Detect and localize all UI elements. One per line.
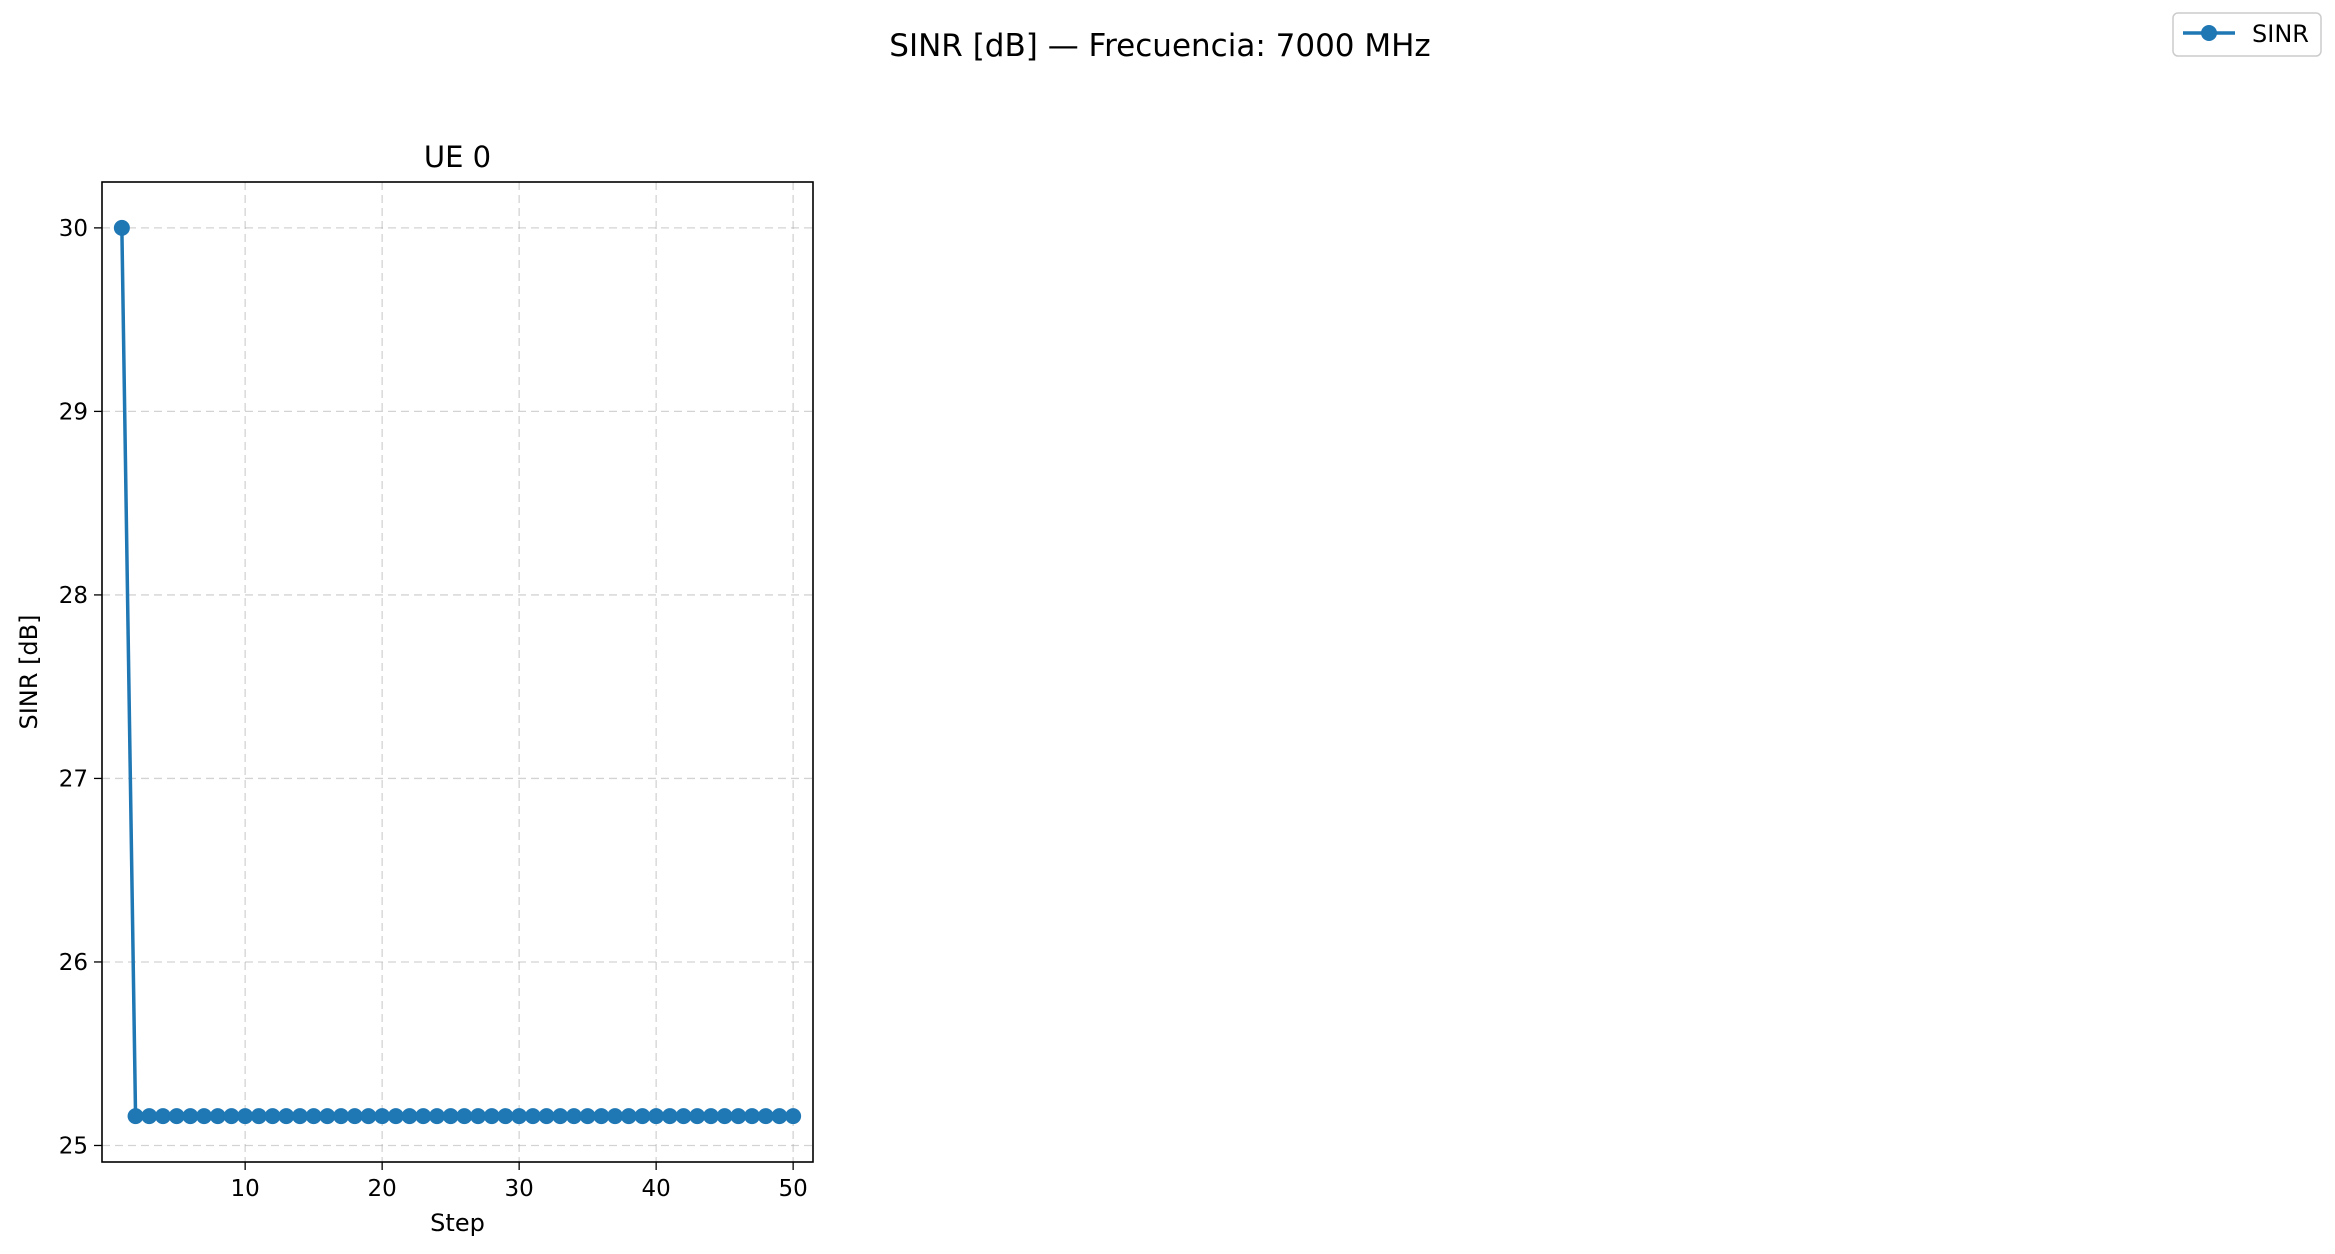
y-tick-label: 29 (59, 399, 88, 425)
data-point (511, 1108, 528, 1125)
data-point (168, 1108, 185, 1125)
axes-frame (101, 181, 814, 1163)
data-point (524, 1108, 541, 1125)
x-tick-label: 10 (231, 1176, 260, 1202)
data-point (607, 1108, 624, 1125)
data-point (470, 1108, 487, 1125)
data-point (154, 1108, 171, 1125)
data-point (757, 1108, 774, 1125)
y-tick-label: 27 (59, 766, 88, 792)
data-point (620, 1108, 637, 1125)
grid (102, 182, 813, 1162)
x-tick-label: 40 (642, 1176, 671, 1202)
figure-title: SINR [dB] — Frecuencia: 7000 MHz (889, 28, 1430, 64)
legend-marker-sinr (2201, 25, 2217, 41)
data-point (538, 1108, 555, 1125)
data-point (196, 1108, 213, 1125)
data-point (634, 1108, 651, 1125)
data-point (716, 1108, 733, 1125)
data-point (374, 1108, 391, 1125)
data-point (305, 1108, 322, 1125)
x-tick-label: 20 (368, 1176, 397, 1202)
data-point (456, 1108, 473, 1125)
data-point (744, 1108, 761, 1125)
data-point (689, 1108, 706, 1125)
y-tick-label: 25 (59, 1133, 88, 1159)
data-point (333, 1108, 350, 1125)
legend: SINR (2172, 12, 2322, 57)
data-point (730, 1108, 747, 1125)
data-point (675, 1108, 692, 1125)
data-point (319, 1108, 336, 1125)
ticks: 10 20 30 40 50 25 26 27 28 29 30 (59, 216, 808, 1202)
data-point (771, 1108, 788, 1125)
data-point (415, 1108, 432, 1125)
data-point (141, 1108, 158, 1125)
data-point (401, 1108, 418, 1125)
data-point (237, 1108, 254, 1125)
data-point (428, 1108, 445, 1125)
data-point (497, 1108, 514, 1125)
data-point (579, 1108, 596, 1125)
data-point (387, 1108, 404, 1125)
data-point (346, 1108, 363, 1125)
axes-ue-0: UE 0 10 20 30 40 50 25 26 27 28 29 30 Step SINR [d… (15, 140, 814, 1237)
y-axis-label: SINR [dB] (15, 615, 43, 730)
data-point (565, 1108, 582, 1125)
data-point (661, 1108, 678, 1125)
x-axis-label: Step (430, 1209, 485, 1237)
legend-frame (2172, 12, 2322, 57)
data-point (291, 1108, 308, 1125)
data-point (209, 1108, 226, 1125)
data-point (442, 1108, 459, 1125)
series-markers-sinr (113, 219, 802, 1125)
data-point (360, 1108, 377, 1125)
y-tick-label: 28 (59, 583, 88, 609)
legend-label-sinr: SINR (2252, 20, 2309, 48)
data-point (483, 1108, 500, 1125)
data-point (278, 1108, 295, 1125)
data-point (127, 1108, 144, 1125)
data-point (648, 1108, 665, 1125)
data-point (552, 1108, 569, 1125)
data-point (250, 1108, 267, 1125)
data-point (702, 1108, 719, 1125)
axes-title: UE 0 (424, 140, 491, 174)
data-point (593, 1108, 610, 1125)
data-point (785, 1108, 802, 1125)
y-tick-label: 30 (59, 216, 88, 242)
data-point (223, 1108, 240, 1125)
data-point (182, 1108, 199, 1125)
x-tick-label: 50 (778, 1176, 807, 1202)
x-tick-label: 30 (505, 1176, 534, 1202)
data-point (113, 219, 130, 236)
y-tick-label: 26 (59, 950, 88, 976)
data-point (264, 1108, 281, 1125)
